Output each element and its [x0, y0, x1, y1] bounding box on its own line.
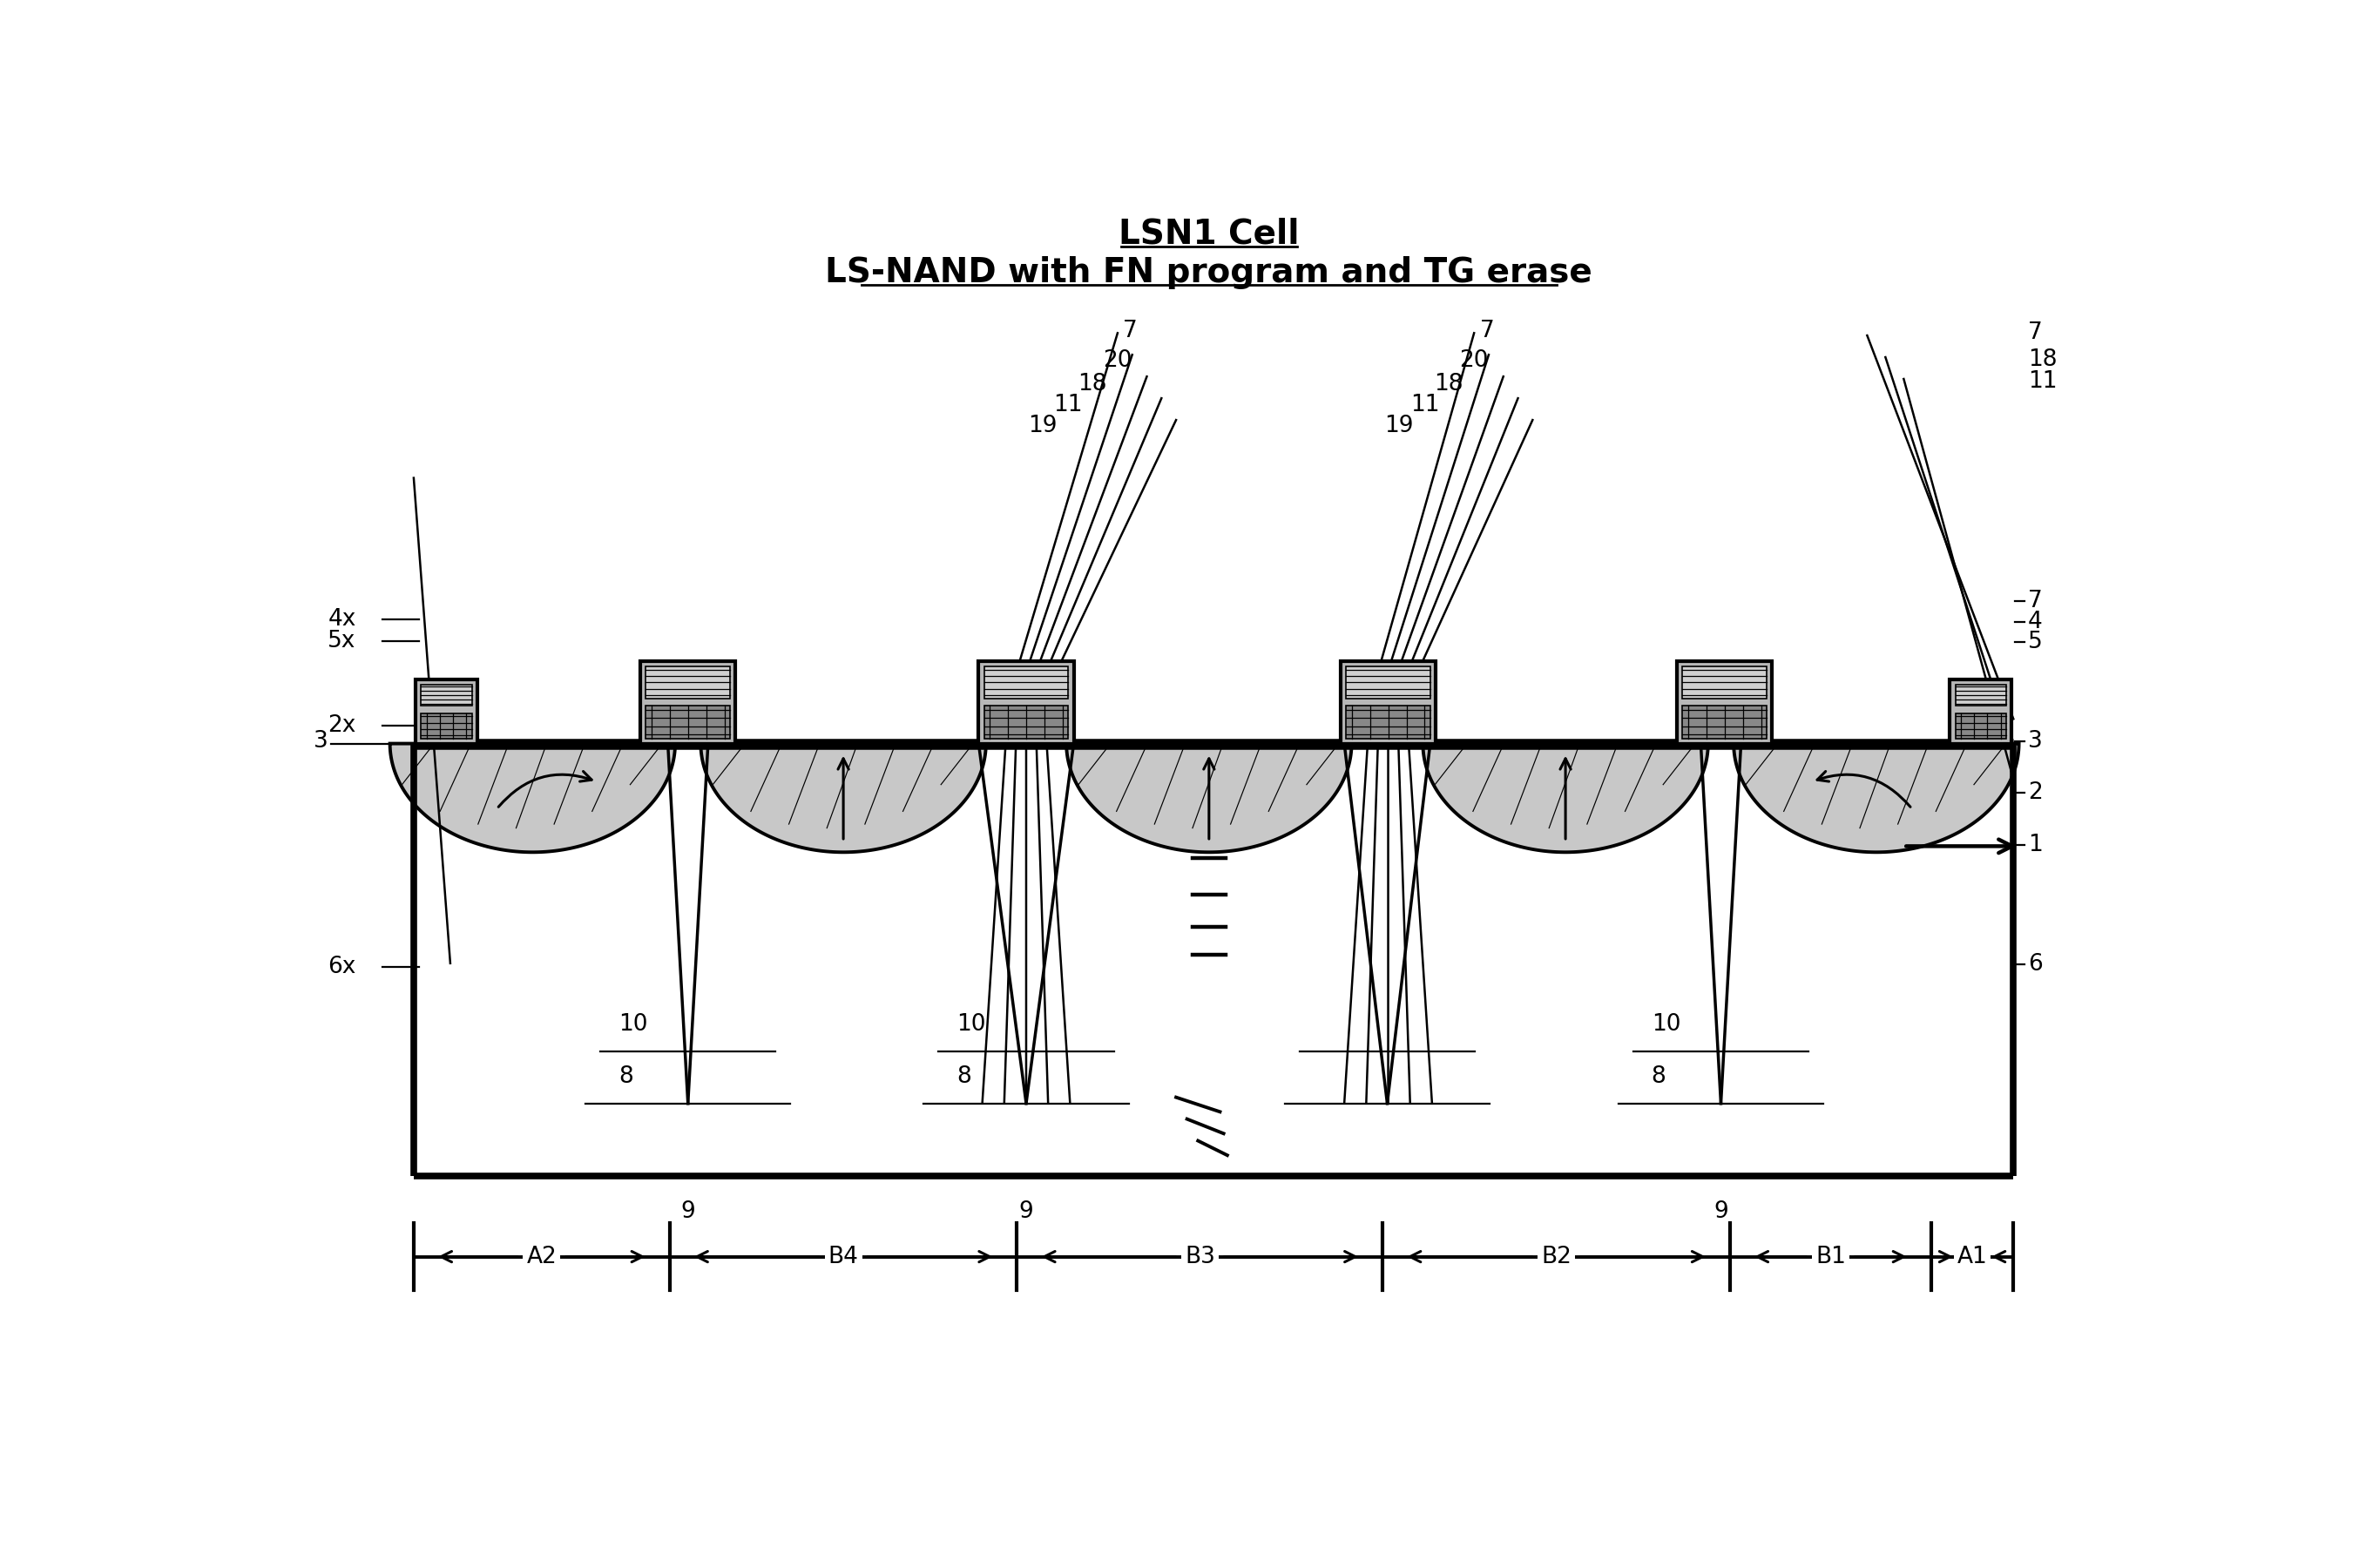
Text: 10: 10	[958, 1013, 986, 1036]
Text: 7: 7	[2029, 321, 2043, 345]
Text: 11: 11	[2029, 370, 2057, 392]
Polygon shape	[1066, 743, 1352, 851]
Text: 4x: 4x	[328, 608, 356, 630]
Polygon shape	[701, 743, 986, 851]
Text: 20: 20	[1104, 350, 1132, 372]
Text: 7: 7	[1479, 320, 1493, 342]
Text: 18: 18	[1078, 373, 1106, 395]
Text: 18: 18	[2029, 348, 2057, 372]
Text: 5: 5	[2029, 630, 2043, 654]
Bar	[646, 706, 729, 739]
Text: 8: 8	[1651, 1065, 1665, 1088]
Text: 7: 7	[1123, 320, 1137, 342]
Bar	[1951, 679, 2012, 743]
Text: 1: 1	[2029, 834, 2043, 856]
Text: 9: 9	[1713, 1201, 1729, 1223]
Text: B1: B1	[1816, 1245, 1845, 1269]
Text: 10: 10	[1651, 1013, 1680, 1036]
Bar	[1340, 662, 1437, 743]
Text: 9: 9	[1019, 1201, 1033, 1223]
Text: LS-NAND with FN program and TG erase: LS-NAND with FN program and TG erase	[826, 256, 1592, 289]
Text: 20: 20	[1460, 350, 1489, 372]
Text: 5x: 5x	[328, 630, 356, 652]
Bar	[984, 666, 1069, 699]
Bar	[979, 662, 1073, 743]
Bar	[1677, 662, 1772, 743]
Text: 9: 9	[682, 1201, 696, 1223]
Text: B4: B4	[828, 1245, 859, 1269]
Text: 4: 4	[2029, 610, 2043, 633]
Text: 7: 7	[2029, 590, 2043, 613]
Text: 19: 19	[1029, 414, 1057, 437]
Polygon shape	[1422, 743, 1708, 851]
Text: B2: B2	[1540, 1245, 1571, 1269]
Text: A1: A1	[1958, 1245, 1986, 1269]
Text: 11: 11	[1054, 394, 1083, 417]
Bar	[415, 679, 477, 743]
Text: 11: 11	[1411, 394, 1439, 417]
Polygon shape	[389, 743, 675, 851]
Bar	[984, 706, 1069, 739]
Bar	[646, 666, 729, 699]
Text: 3: 3	[314, 729, 328, 753]
Text: A2: A2	[526, 1245, 557, 1269]
Text: 8: 8	[618, 1065, 632, 1088]
Text: 2: 2	[2029, 781, 2043, 804]
Bar	[1682, 666, 1767, 699]
Text: 18: 18	[1434, 373, 1463, 395]
Text: B3: B3	[1184, 1245, 1215, 1269]
Bar	[420, 713, 472, 739]
Bar	[420, 684, 472, 706]
Text: 8: 8	[958, 1065, 972, 1088]
Text: 6x: 6x	[328, 955, 356, 978]
Bar	[1956, 684, 2005, 706]
Text: 2x: 2x	[328, 713, 356, 737]
Bar	[1347, 666, 1430, 699]
Polygon shape	[1734, 743, 2019, 851]
Bar	[639, 662, 736, 743]
Text: 3: 3	[2029, 729, 2043, 753]
Bar	[1682, 706, 1767, 739]
Bar	[1956, 713, 2005, 739]
Bar	[1347, 706, 1430, 739]
Text: 6: 6	[2029, 953, 2043, 975]
Text: 10: 10	[618, 1013, 649, 1036]
Text: LSN1 Cell: LSN1 Cell	[1118, 218, 1300, 251]
Text: 19: 19	[1385, 414, 1413, 437]
